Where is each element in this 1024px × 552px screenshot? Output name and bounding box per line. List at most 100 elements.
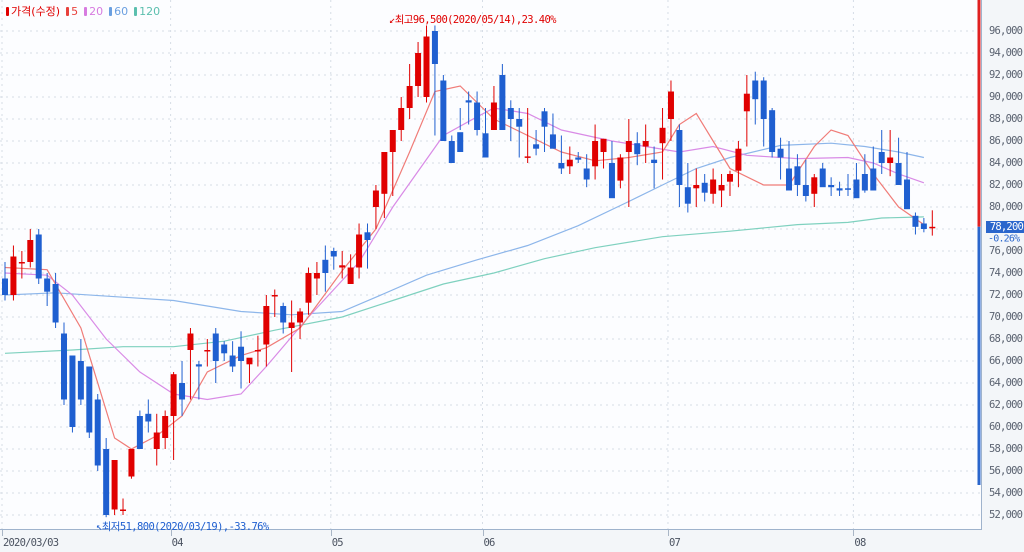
candle-body	[389, 130, 396, 152]
y-tick-label: 86,000	[989, 135, 1023, 147]
candle-body	[920, 223, 927, 229]
candle-body	[35, 234, 42, 279]
candle-body	[398, 108, 405, 130]
y-tick-label: 52,000	[989, 509, 1023, 521]
date-axis[interactable]: 2020/03/03 04 05 06 07 08	[0, 530, 1024, 552]
x-tick-mark	[330, 530, 332, 536]
candle-body	[608, 163, 615, 199]
candle-body	[558, 163, 565, 169]
candle-body	[52, 284, 59, 323]
candle-body	[246, 357, 253, 365]
candle-body	[474, 102, 481, 130]
candle-body	[676, 130, 683, 185]
candle-body	[339, 265, 346, 268]
legend-ma20-label: 20	[89, 4, 104, 18]
candle-body	[86, 366, 93, 433]
y-tick-label: 62,000	[989, 399, 1023, 411]
x-tick-mark	[482, 530, 484, 536]
y-tick-label: 96,000	[989, 25, 1023, 37]
arrow-left-icon: ↙	[389, 14, 395, 26]
candle-body	[406, 86, 413, 108]
candlestick-chart-svg[interactable]	[0, 0, 981, 529]
y-tick-label: 84,000	[989, 157, 1023, 169]
candle-body	[760, 80, 767, 119]
candle-body	[18, 262, 25, 264]
candle-body	[364, 232, 371, 240]
chart-plot-area[interactable]	[0, 0, 982, 530]
candle-body	[271, 295, 278, 297]
legend-ma60-label: 60	[114, 4, 129, 18]
x-tick-label: 2020/03/03	[3, 537, 59, 549]
y-tick-label: 70,000	[989, 311, 1023, 323]
candle-body	[229, 355, 236, 367]
candle-body	[330, 251, 337, 257]
ma120-swatch-icon	[134, 6, 138, 16]
candle-body	[313, 273, 320, 279]
arrow-left-icon: ↖	[96, 521, 102, 533]
y-tick-label: 94,000	[989, 47, 1023, 59]
ma20-line	[4, 107, 925, 401]
candle-body	[929, 226, 936, 229]
candle-body	[381, 152, 388, 194]
candle-body	[878, 152, 885, 163]
candle-body	[516, 119, 523, 127]
y-tick-label: 88,000	[989, 113, 1023, 125]
candle-body	[111, 460, 118, 510]
low-annotation-text: 최저51,800(2020/03/19),-33.76%	[101, 521, 269, 533]
ma5-swatch-icon	[66, 6, 70, 16]
legend-item-price: 가격(수정)	[6, 3, 60, 19]
candle-body	[297, 311, 304, 323]
x-tick-label: 06	[483, 537, 496, 549]
legend-item-ma120: 120	[134, 5, 160, 18]
y-tick-label: 60,000	[989, 421, 1023, 433]
candle-body	[769, 110, 776, 152]
candle-body	[583, 168, 590, 180]
y-tick-label: 54,000	[989, 487, 1023, 499]
candle-body	[457, 132, 464, 152]
candle-body	[794, 166, 801, 185]
candle-body	[187, 333, 194, 350]
candle-body	[617, 157, 624, 181]
x-tick-label: 08	[854, 537, 866, 549]
candle-body	[634, 143, 641, 155]
candle-body	[752, 80, 759, 100]
price-axis[interactable]: 78,200 -0.26% 96,000 94,000 92,000 90,000 88…	[982, 0, 1024, 529]
candle-body	[94, 399, 101, 466]
ma60-swatch-icon	[109, 6, 113, 16]
current-change-label: -0.26%	[988, 233, 1020, 245]
x-tick-mark	[667, 530, 669, 536]
candle-body	[145, 413, 152, 422]
candle-body	[322, 259, 329, 273]
candle-body	[465, 100, 472, 103]
y-tick-label: 56,000	[989, 465, 1023, 477]
candle-body	[10, 256, 17, 295]
candle-body	[777, 148, 784, 158]
x-tick-label: 05	[331, 537, 344, 549]
candle-body	[128, 449, 135, 477]
low-annotation: ↖최저51,800(2020/03/19),-33.76%	[96, 519, 269, 534]
candle-body	[423, 36, 430, 97]
candle-body	[448, 141, 455, 163]
candle-body	[524, 156, 531, 158]
candle-body	[819, 168, 826, 188]
candle-body	[701, 182, 708, 193]
candle-body	[103, 449, 110, 515]
candle-body	[802, 185, 809, 196]
candle-body	[136, 416, 143, 449]
y-tick-label: 76,000	[989, 245, 1023, 257]
candle-body	[440, 80, 447, 141]
legend-item-ma20: 20	[84, 5, 103, 18]
candle-body	[120, 509, 127, 511]
current-price-badge: 78,200	[986, 220, 1024, 233]
legend-ma120-label: 120	[139, 4, 161, 18]
candle-body	[541, 111, 548, 127]
ma120-line	[4, 216, 924, 354]
candle-body	[895, 163, 902, 185]
candle-body	[904, 179, 911, 210]
candle-body	[238, 346, 245, 361]
candle-body	[659, 127, 666, 144]
ma5-line	[4, 85, 925, 450]
x-tick-mark	[170, 530, 172, 536]
candle-body	[153, 432, 160, 449]
candle-body	[499, 75, 506, 130]
